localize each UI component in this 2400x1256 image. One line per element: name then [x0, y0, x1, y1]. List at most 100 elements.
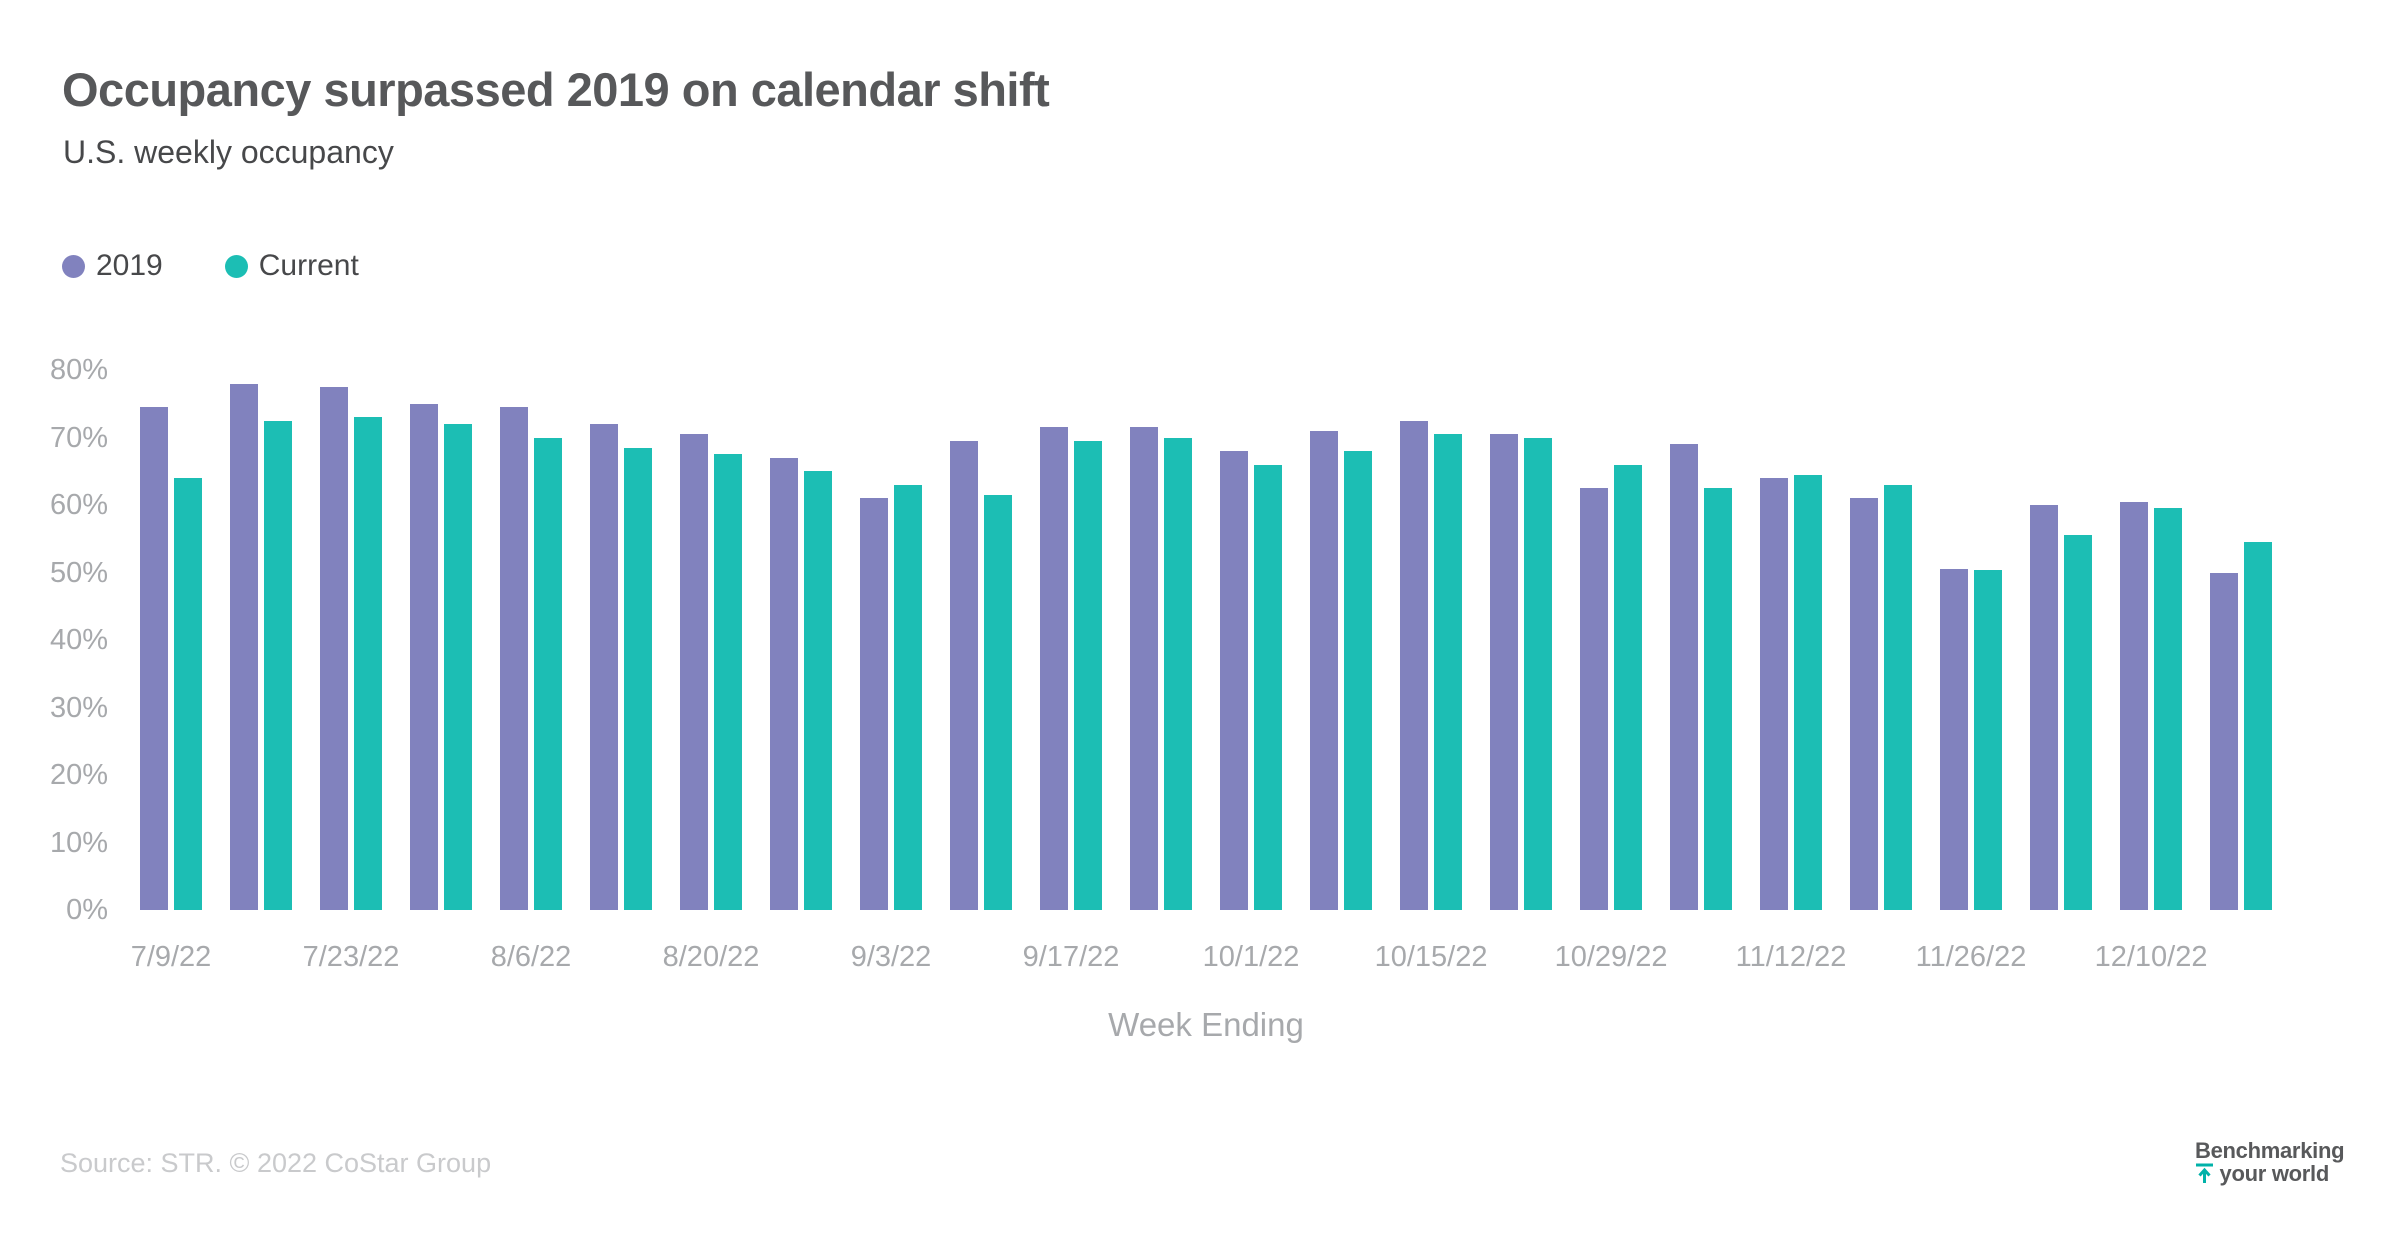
bar-2019-11/5/22 [1670, 444, 1698, 910]
logo-text-benchmarking: Benchmarking [2195, 1138, 2345, 1163]
bar-2019-9/10/22 [950, 440, 978, 910]
bar-2019-12/17/22 [2210, 572, 2238, 910]
legend-label-2019: 2019 [96, 249, 163, 282]
bar-current-11/12/22 [1794, 474, 1822, 910]
bar-current-12/3/22 [2064, 535, 2092, 910]
legend: 2019 Current [62, 249, 359, 283]
x-axis-tick-label: 10/1/22 [1202, 941, 1300, 973]
legend-dot-current-icon [224, 254, 248, 278]
bar-current-12/10/22 [2154, 508, 2182, 910]
x-axis-tick-label: 11/12/22 [1735, 941, 1847, 973]
bar-2019-7/16/22 [230, 383, 258, 910]
y-axis-tick-label: 70% [49, 421, 108, 454]
y-axis-tick-label: 80% [49, 354, 108, 386]
legend-label-current: Current [258, 249, 359, 282]
bar-2019-10/15/22 [1400, 420, 1428, 910]
bar-current-9/3/22 [894, 484, 922, 910]
bar-2019-9/17/22 [1040, 427, 1068, 910]
bar-group-7/30/22 [410, 370, 472, 910]
legend-dot-2019-icon [62, 254, 85, 278]
y-axis-tick-label: 0% [66, 894, 108, 926]
x-axis-tick-label: 10/15/22 [1374, 941, 1488, 973]
bar-current-12/17/22 [2244, 542, 2272, 910]
x-axis-tick-label: 7/9/22 [130, 941, 212, 973]
bar-group-11/19/22 [1850, 370, 1912, 910]
bar-2019-8/20/22 [680, 434, 708, 910]
bar-2019-8/27/22 [770, 457, 798, 910]
bar-group-9/24/22 [1130, 370, 1192, 910]
bar-2019-8/13/22 [590, 424, 618, 910]
y-axis-tick-label: 10% [49, 826, 108, 859]
x-axis-empty-slot [1850, 941, 1912, 974]
bar-current-7/30/22 [444, 424, 472, 910]
bar-group-10/15/22 [1400, 370, 1462, 910]
bar-group-10/8/22 [1310, 370, 1372, 910]
x-axis-empty-slot [2210, 941, 2272, 974]
bar-current-10/22/22 [1524, 437, 1552, 910]
logo-text-your-world: your world [2219, 1161, 2330, 1186]
x-axis-tick-label: 7/23/22 [302, 941, 400, 973]
x-axis-tick-label: 8/20/22 [662, 941, 760, 973]
x-axis-empty-slot [230, 941, 292, 974]
bar-current-7/23/22 [354, 417, 382, 910]
bar-group-11/12/22 [1760, 370, 1822, 910]
x-axis-empty-slot [1670, 941, 1732, 974]
str-logo: Benchmarking your world [2195, 1138, 2345, 1186]
x-axis-title: Week Ending [1108, 1006, 1304, 1043]
bar-current-11/5/22 [1704, 488, 1732, 910]
bar-2019-7/30/22 [410, 403, 438, 910]
bar-group-8/13/22 [590, 370, 652, 910]
bar-current-7/9/22 [174, 478, 202, 910]
bar-group-7/23/22 [320, 370, 382, 910]
bar-2019-12/3/22 [2030, 505, 2058, 910]
bar-group-8/6/22 [500, 370, 562, 910]
chart-subtitle: U.S. weekly occupancy [63, 134, 394, 170]
bar-group-9/10/22 [950, 370, 1012, 910]
bar-2019-10/8/22 [1310, 430, 1338, 910]
bar-2019-11/19/22 [1850, 498, 1878, 910]
bar-group-9/3/22 [860, 370, 922, 910]
bar-2019-11/26/22 [1940, 569, 1968, 910]
bar-current-9/17/22 [1074, 440, 1102, 910]
x-axis-empty-slot [1490, 941, 1552, 974]
bar-group-9/17/22 [1040, 370, 1102, 910]
bar-group-11/26/22 [1940, 370, 2002, 910]
y-axis-tick-label: 50% [49, 556, 108, 589]
y-axis-tick-label: 40% [49, 624, 108, 656]
bar-group-12/3/22 [2030, 370, 2092, 910]
bar-current-11/26/22 [1974, 570, 2002, 910]
chart-title: Occupancy surpassed 2019 on calendar shi… [62, 63, 1050, 116]
bar-2019-8/6/22 [500, 407, 528, 910]
x-axis-tick-label: 9/17/22 [1022, 941, 1120, 973]
plot-area [140, 370, 2272, 910]
bar-2019-9/3/22 [860, 498, 888, 910]
y-axis-tick-label: 20% [49, 759, 108, 791]
bar-current-10/29/22 [1614, 464, 1642, 910]
bar-group-11/5/22 [1670, 370, 1732, 910]
x-axis-empty-slot [770, 941, 832, 974]
x-axis: 7/9/22 7/23/22 8/6/22 8/20/22 9/3/22 9/17/22 1… [130, 941, 2272, 974]
bar-group-7/16/22 [230, 370, 292, 910]
x-axis-empty-slot [590, 941, 652, 974]
x-axis-empty-slot [2030, 941, 2092, 974]
x-axis-empty-slot [1310, 941, 1372, 974]
bar-group-8/20/22 [680, 370, 742, 910]
bar-current-7/16/22 [264, 420, 292, 910]
legend-item-current: Current [224, 249, 359, 283]
bar-2019-10/22/22 [1490, 434, 1518, 910]
source-note: Source: STR. © 2022 CoStar Group [60, 1148, 492, 1178]
bar-current-10/8/22 [1344, 451, 1372, 910]
x-axis-empty-slot [410, 941, 472, 974]
x-axis-tick-label: 11/26/22 [1915, 941, 2027, 973]
x-axis-tick-label: 8/6/22 [490, 941, 572, 973]
bar-current-8/6/22 [534, 437, 562, 910]
bar-current-10/15/22 [1434, 434, 1462, 910]
bar-group-10/22/22 [1490, 370, 1552, 910]
legend-item-2019: 2019 [62, 249, 163, 283]
x-axis-empty-slot [1130, 941, 1192, 974]
logo-arrow-up-icon [2195, 1163, 2214, 1184]
bar-group-10/1/22 [1220, 370, 1282, 910]
bar-2019-7/23/22 [320, 386, 348, 910]
bar-2019-7/9/22 [140, 407, 168, 910]
